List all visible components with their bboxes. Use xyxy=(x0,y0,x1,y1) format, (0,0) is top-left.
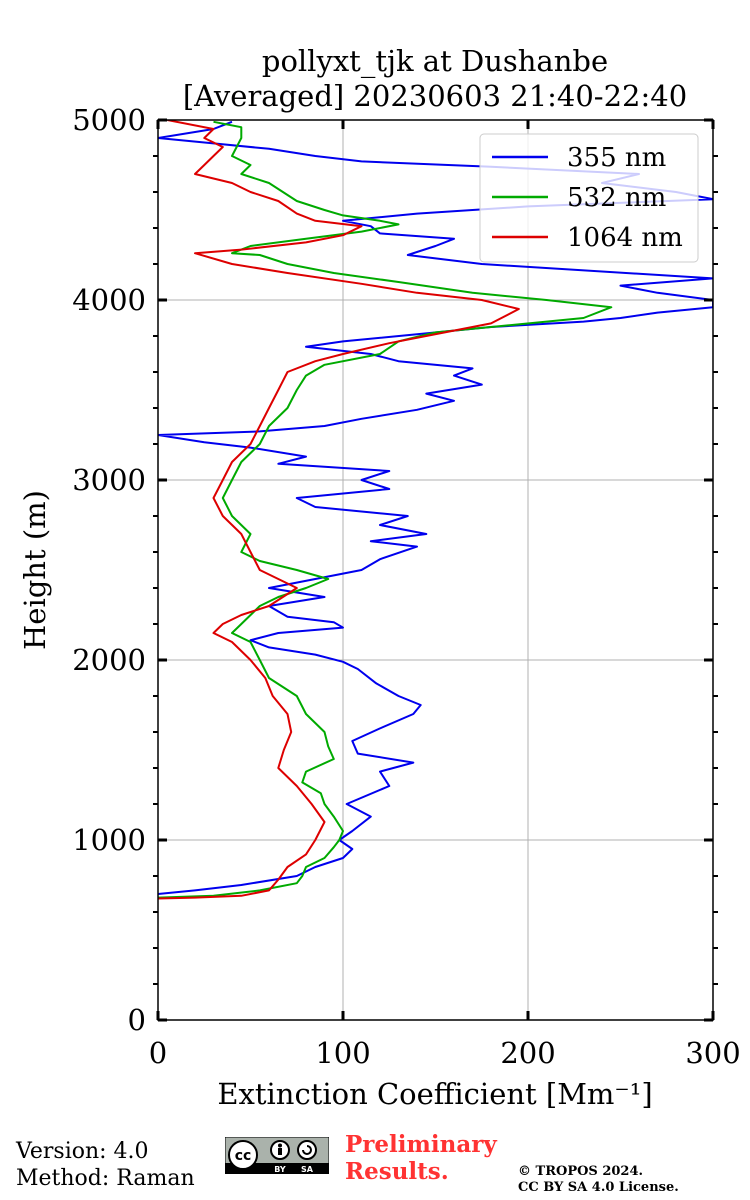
cc-by-sa-icon: cc BY SA xyxy=(225,1137,329,1174)
x-tick-label-3: 300 xyxy=(685,1036,740,1070)
plot-frame xyxy=(157,119,714,1021)
legend-box xyxy=(479,133,699,263)
series-line-532-nm xyxy=(158,120,613,899)
y-tick-label-5: 5000 xyxy=(72,103,146,137)
series-line-355-nm xyxy=(158,120,713,895)
legend-label-0: 355 nm xyxy=(567,143,666,173)
cc-badge-by-text: BY xyxy=(274,1165,286,1174)
x-tick-label-2: 200 xyxy=(500,1036,555,1070)
y-tick-label-2: 2000 xyxy=(72,643,146,677)
cc-badge-cc-text: cc xyxy=(235,1148,252,1164)
x-tick-label-1: 100 xyxy=(315,1036,370,1070)
y-axis-label: Height (m) xyxy=(18,490,52,650)
y-tick-label-0: 0 xyxy=(128,1003,146,1037)
cc-badge-sa-text: SA xyxy=(301,1165,314,1174)
preliminary-label: Preliminary xyxy=(345,1131,497,1158)
legend-label-2: 1064 nm xyxy=(567,223,683,253)
y-tick-label-1: 1000 xyxy=(72,823,146,857)
method-label: Method: Raman xyxy=(16,1166,195,1191)
extinction-chart: 0 100 200 300010002000300040005000pollyxt_t… xyxy=(18,44,741,1111)
chart-subtitle: [Averaged] 20230603 21:40-22:40 xyxy=(183,79,687,113)
copyright-label: © TROPOS 2024. xyxy=(518,1164,644,1179)
legend-label-1: 532 nm xyxy=(567,183,666,213)
series-line-1064-nm xyxy=(158,120,520,900)
license-label: CC BY SA 4.0 License. xyxy=(518,1180,679,1195)
x-tick-label-0: 0 xyxy=(149,1036,167,1070)
results-label: Results. xyxy=(345,1158,449,1185)
y-tick-label-3: 3000 xyxy=(72,463,146,497)
chart-title: pollyxt_tjk at Dushanbe xyxy=(262,44,608,79)
x-axis-label: Extinction Coefficient [Mm⁻¹] xyxy=(217,1077,652,1111)
y-tick-label-4: 4000 xyxy=(72,283,146,317)
version-label: Version: 4.0 xyxy=(16,1139,149,1164)
